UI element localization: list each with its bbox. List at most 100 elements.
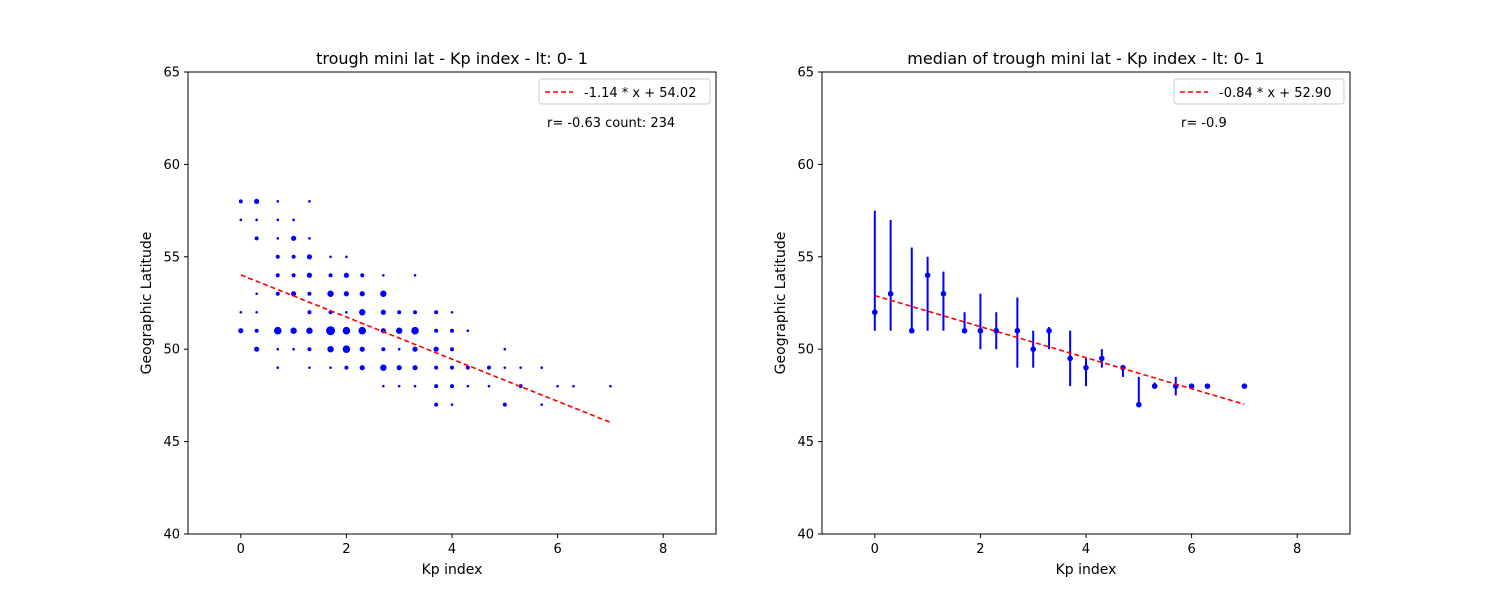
scatter-point bbox=[396, 327, 403, 334]
left-legend-label: -1.14 * x + 54.02 bbox=[584, 86, 696, 101]
right-x-tick-label: 2 bbox=[976, 542, 984, 557]
median-point bbox=[908, 327, 915, 334]
scatter-point bbox=[382, 273, 385, 277]
scatter-point bbox=[254, 328, 259, 333]
right-median-points bbox=[872, 210, 1248, 408]
scatter-point bbox=[329, 255, 332, 259]
scatter-point bbox=[292, 347, 295, 351]
right-x-axis-label: Kp index bbox=[1056, 562, 1117, 578]
scatter-point bbox=[434, 328, 439, 333]
median-point bbox=[1030, 346, 1036, 353]
median-point bbox=[1151, 383, 1158, 389]
scatter-point bbox=[396, 365, 402, 371]
scatter-point bbox=[486, 365, 491, 370]
scatter-point bbox=[466, 329, 470, 333]
left-plot-frame bbox=[187, 71, 717, 535]
scatter-point bbox=[572, 384, 575, 388]
median-point bbox=[1067, 355, 1073, 362]
median-point bbox=[1204, 383, 1211, 389]
scatter-point bbox=[327, 346, 334, 353]
scatter-point bbox=[276, 237, 280, 240]
median-point bbox=[1046, 327, 1052, 334]
left-legend-box bbox=[538, 78, 711, 105]
scatter-point bbox=[291, 235, 297, 241]
scatter-point bbox=[380, 309, 386, 315]
right-y-tick-label: 50 bbox=[797, 343, 814, 358]
right-x-tick-label: 6 bbox=[1187, 542, 1195, 557]
scatter-point bbox=[434, 365, 439, 370]
scatter-point bbox=[380, 290, 387, 297]
scatter-point bbox=[306, 254, 313, 260]
scatter-point bbox=[238, 328, 244, 334]
scatter-point bbox=[345, 255, 348, 259]
scatter-point bbox=[290, 327, 297, 334]
scatter-point bbox=[276, 347, 280, 351]
left-x-tick-label: 2 bbox=[342, 542, 350, 557]
left-x-tick-label: 6 bbox=[553, 542, 561, 557]
left-y-axis-label: Geographic Latitude bbox=[139, 232, 155, 375]
scatter-point bbox=[291, 273, 296, 278]
scatter-point bbox=[291, 254, 296, 259]
scatter-point bbox=[382, 384, 385, 388]
left-y-tick-label: 60 bbox=[163, 158, 180, 173]
scatter-point bbox=[273, 326, 282, 335]
left-y-tick-label: 50 bbox=[163, 343, 180, 358]
median-point bbox=[977, 327, 984, 334]
scatter-point bbox=[450, 384, 454, 389]
scatter-point bbox=[238, 199, 243, 204]
median-point bbox=[940, 290, 947, 297]
right-y-tick-label: 60 bbox=[797, 158, 814, 173]
scatter-point bbox=[412, 346, 418, 352]
scatter-point bbox=[275, 291, 280, 296]
left-scatter-panel: trough mini lat - Kp index - lt: 0- 1 0 2… bbox=[139, 49, 717, 578]
scatter-point bbox=[487, 384, 491, 388]
scatter-point bbox=[254, 236, 259, 241]
left-chart-title: trough mini lat - Kp index - lt: 0- 1 bbox=[316, 49, 588, 68]
right-x-tick-label: 4 bbox=[1082, 542, 1090, 557]
scatter-point bbox=[359, 346, 365, 352]
scatter-point bbox=[343, 291, 349, 297]
scatter-point bbox=[328, 273, 333, 278]
scatter-point bbox=[291, 291, 297, 297]
left-x-tick-label: 4 bbox=[448, 542, 456, 557]
scatter-point bbox=[503, 366, 507, 369]
scatter-point bbox=[359, 309, 366, 316]
scatter-point bbox=[360, 273, 365, 278]
scatter-point bbox=[397, 347, 401, 351]
scatter-point bbox=[307, 347, 312, 352]
left-y-tick-label: 45 bbox=[163, 435, 180, 450]
scatter-point bbox=[450, 347, 454, 352]
left-correlation-annotation: r= -0.63 count: 234 bbox=[547, 116, 675, 131]
median-point bbox=[872, 309, 878, 316]
scatter-point bbox=[343, 272, 349, 278]
scatter-point bbox=[502, 402, 507, 407]
left-fit-line-group bbox=[240, 274, 611, 424]
scatter-point bbox=[450, 403, 454, 406]
median-point bbox=[1136, 401, 1142, 408]
median-point bbox=[1241, 383, 1248, 389]
right-legend-box bbox=[1173, 78, 1345, 105]
scatter-point bbox=[540, 366, 544, 369]
scatter-point bbox=[254, 346, 260, 352]
scatter-point bbox=[450, 328, 454, 333]
scatter-point bbox=[345, 310, 348, 314]
scatter-point bbox=[434, 384, 439, 389]
median-point bbox=[1014, 327, 1021, 334]
left-x-ticks: 0 2 4 6 8 bbox=[237, 534, 667, 557]
scatter-point bbox=[380, 364, 387, 371]
scatter-point bbox=[276, 366, 280, 369]
median-point bbox=[961, 327, 968, 334]
right-x-ticks: 0 2 4 6 8 bbox=[871, 534, 1301, 557]
scatter-point bbox=[254, 198, 260, 204]
scatter-point bbox=[450, 310, 454, 314]
scatter-point bbox=[397, 384, 401, 388]
scatter-point bbox=[306, 272, 313, 278]
scatter-point bbox=[307, 291, 312, 296]
scatter-point bbox=[413, 273, 417, 277]
scatter-point bbox=[450, 365, 454, 370]
scatter-point bbox=[308, 237, 311, 240]
right-legend-label: -0.84 * x + 52.90 bbox=[1219, 86, 1331, 101]
scatter-point bbox=[255, 218, 258, 222]
scatter-point bbox=[413, 310, 418, 315]
